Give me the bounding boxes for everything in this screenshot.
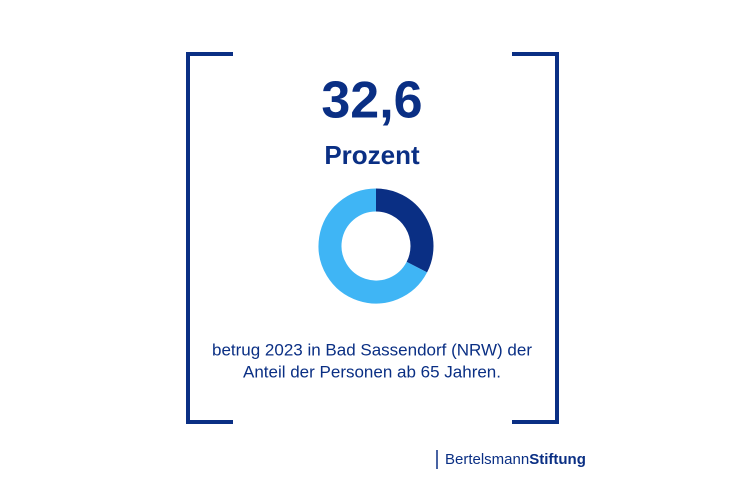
- donut: [318, 188, 434, 304]
- headline-value: 32,6: [321, 72, 422, 130]
- left-bracket: [186, 52, 233, 424]
- caption-line: betrug 2023 in Bad Sassendorf (NRW) der: [212, 340, 532, 359]
- brand-suffix: Stiftung: [529, 451, 586, 468]
- donut-segment: [375, 188, 434, 273]
- right-bracket: [512, 52, 559, 424]
- brand: BertelsmannStiftung: [445, 451, 586, 468]
- caption-line: Anteil der Personen ab 65 Jahren.: [243, 362, 501, 381]
- unit-label: Prozent: [324, 140, 420, 170]
- donut-segment: [318, 188, 428, 304]
- brand-name: Bertelsmann: [445, 451, 529, 468]
